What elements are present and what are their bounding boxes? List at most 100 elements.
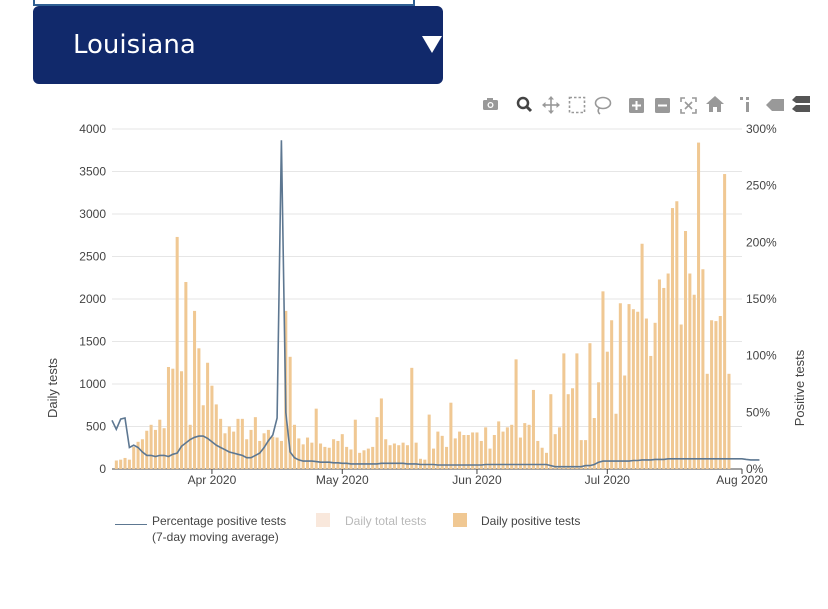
chevron-down-icon[interactable] [422, 36, 442, 53]
bar-daily-positive [271, 436, 275, 469]
bar-daily-positive [119, 459, 123, 469]
bar-daily-positive [219, 418, 223, 469]
bar-daily-positive [310, 442, 314, 469]
state-dropdown[interactable]: Louisiana [33, 6, 443, 84]
legend-swatch-positive-rate [115, 524, 147, 525]
chart-modebar[interactable] [483, 96, 810, 115]
bar-daily-positive [458, 431, 462, 469]
bar-daily-positive [401, 442, 405, 469]
bar-daily-positive [701, 269, 705, 469]
bar-daily-positive [492, 435, 496, 469]
y-tick-label: 4000 [79, 122, 106, 136]
bar-daily-positive [127, 459, 131, 469]
bar-daily-positive [575, 353, 579, 469]
x-tick-label: Jul 2020 [585, 473, 631, 487]
bar-daily-positive [445, 446, 449, 469]
zoom-out-icon[interactable] [655, 98, 670, 113]
y2-tick-label: 250% [746, 179, 777, 193]
spike-icon[interactable] [740, 97, 749, 112]
bar-daily-positive [510, 424, 514, 469]
y-axis-title: Daily tests [45, 358, 60, 418]
y-tick-label: 500 [86, 420, 106, 434]
bar-daily-positive [705, 373, 709, 469]
previous-control-edge [33, 0, 415, 6]
bar-daily-positive [279, 440, 283, 469]
zoom-icon[interactable] [516, 96, 533, 113]
bar-daily-positive [710, 320, 714, 469]
bar-daily-positive [245, 439, 249, 469]
bar-daily-positive [201, 405, 205, 469]
bar-daily-positive [153, 429, 157, 469]
autoscale-icon[interactable] [680, 97, 697, 114]
bar-daily-positive [662, 287, 666, 469]
zoom-in-icon[interactable] [629, 98, 644, 113]
x-axis: Apr 2020 May 2020 Jun 2020 Jul 2020 Aug 2020 [188, 469, 768, 487]
bar-daily-positive [362, 450, 366, 469]
hover-compare-icon[interactable] [792, 96, 810, 112]
bar-daily-positive [562, 353, 566, 469]
bar-daily-positive [410, 367, 414, 469]
bar-daily-positive [475, 432, 479, 469]
legend-item-positive-rate[interactable]: Percentage positive tests (7-day moving … [152, 513, 286, 545]
bar-daily-positive [193, 310, 197, 469]
bar-daily-positive [644, 318, 648, 469]
legend-label-positive-rate: Percentage positive tests [152, 514, 287, 528]
bar-daily-positive [379, 398, 383, 469]
y-tick-label: 3000 [79, 207, 106, 221]
legend-swatch-positive [453, 513, 467, 527]
bar-daily-positive [627, 304, 631, 469]
bar-daily-positive [431, 448, 436, 469]
bar-daily-positive [145, 430, 149, 469]
y-tick-label: 3500 [79, 165, 106, 179]
bar-daily-positive [266, 429, 270, 469]
y-tick-label: 2000 [79, 292, 106, 306]
bar-daily-positive [258, 440, 262, 469]
bar-daily-positive [640, 243, 644, 469]
bar-daily-positive [531, 389, 535, 469]
bar-daily-positive [345, 446, 349, 469]
bar-daily-positive [388, 445, 392, 469]
bar-daily-positive [697, 142, 701, 469]
bar-daily-positive [605, 351, 609, 469]
bar-daily-positive [566, 394, 570, 469]
bar-daily-positive [214, 404, 218, 469]
camera-icon[interactable] [483, 98, 498, 110]
bar-daily-positive [114, 460, 118, 469]
legend-item-total[interactable]: Daily total tests [345, 514, 427, 528]
pan-icon[interactable] [542, 96, 560, 114]
legend-item-positive[interactable]: Daily positive tests [481, 514, 581, 528]
bar-daily-positive [523, 423, 527, 469]
bar-daily-positive [540, 447, 544, 469]
bar-daily-positive [649, 355, 653, 469]
bar-daily-positive [392, 443, 396, 469]
x-tick-label: Apr 2020 [188, 473, 237, 487]
bar-daily-positive [166, 367, 171, 469]
y2-tick-label: 200% [746, 235, 777, 249]
bar-daily-positive [571, 388, 575, 469]
bar-daily-positive [688, 273, 692, 469]
y-tick-label: 1000 [79, 377, 106, 391]
bar-daily-positive [397, 445, 401, 469]
bar-daily-positive [336, 440, 340, 469]
lasso-icon[interactable] [594, 96, 612, 115]
bar-daily-positive [436, 431, 440, 469]
bar-daily-positive [466, 435, 470, 469]
bar-daily-positive [718, 316, 722, 469]
bar-daily-positive [714, 321, 718, 469]
bar-daily-positive [197, 348, 201, 469]
bar-daily-positive [631, 309, 635, 469]
bar-daily-positive [179, 371, 184, 469]
bar-daily-positive [253, 417, 257, 469]
bar-daily-positive [353, 419, 357, 469]
y2-axis: 0% 50% 100% 150% 200% 250% 300% [746, 122, 777, 476]
home-icon[interactable] [706, 96, 724, 112]
state-dropdown-label: Louisiana [73, 30, 196, 60]
bar-daily-positive [132, 446, 136, 469]
hover-closest-icon[interactable] [766, 99, 784, 111]
bar-daily-positive [288, 356, 292, 469]
y2-tick-label: 0% [746, 462, 764, 476]
box-select-icon[interactable] [568, 96, 586, 114]
bar-daily-positive [314, 408, 318, 469]
bar-daily-positive [549, 394, 553, 469]
bar-daily-positive [553, 434, 557, 469]
